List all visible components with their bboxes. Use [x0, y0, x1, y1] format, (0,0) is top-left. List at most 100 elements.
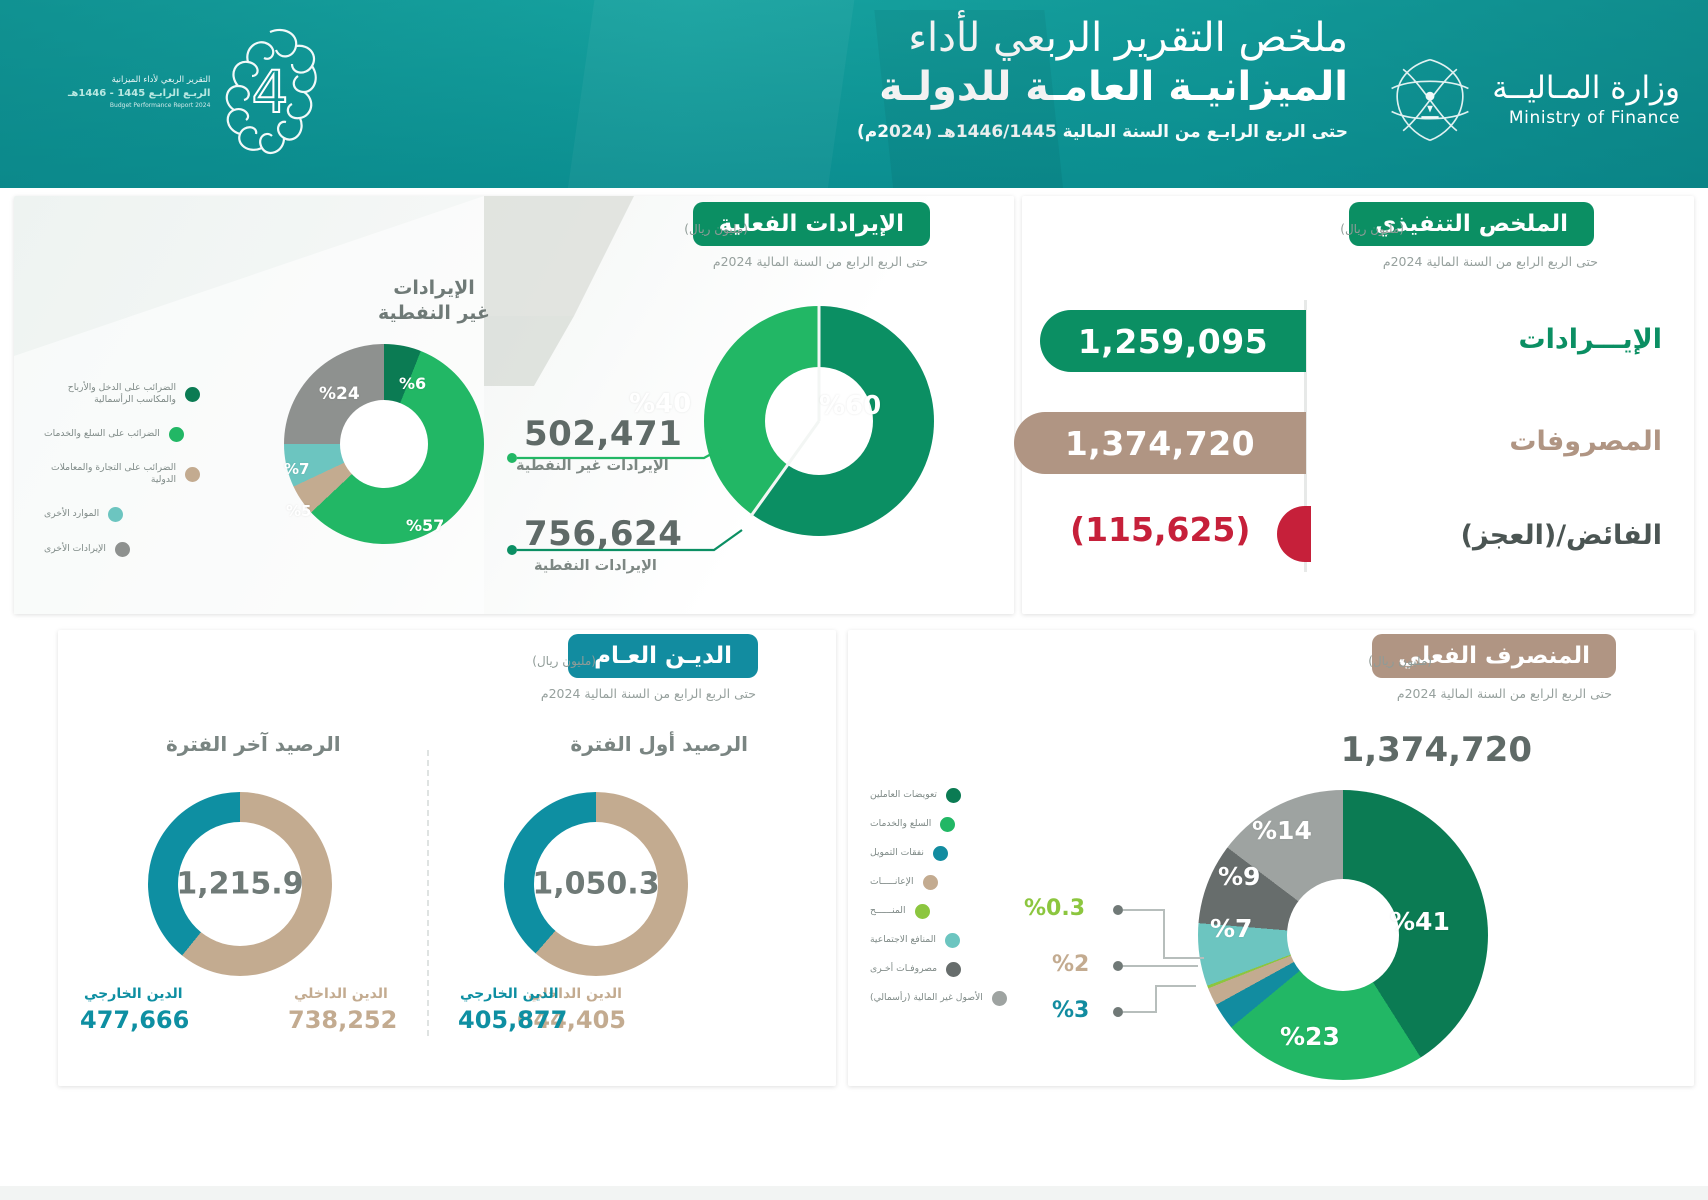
expenditure-slice-label-1: %23	[1280, 1022, 1340, 1051]
public-debt-panel: الديـن العـام (مليون ريال) حتى الربع الر…	[58, 630, 836, 1086]
expenditure-slice-label-2: %3	[1052, 998, 1090, 1023]
oil-callout-leader	[507, 529, 743, 555]
expenditure-leader-lines	[1113, 905, 1204, 1017]
debt-closing-external-value: 477,666	[80, 1006, 190, 1034]
q4-caption-line2: الربـع الرابـع 1445 - 1446هـ	[68, 88, 211, 100]
legend-item: المنــــــح	[870, 904, 1030, 919]
legend-label: الضرائب على التجارة والمعاملات الدولية	[51, 461, 176, 486]
page-subtitle: حتى الربع الرابـع من السنة المالية 1446/…	[856, 121, 1348, 142]
debt-opening-internal-value: 644,405	[516, 1006, 626, 1034]
legend-item: المنافع الاجتماعية	[870, 933, 1030, 948]
actual-expenditure-donut	[1198, 790, 1488, 1080]
donut-hole	[1287, 879, 1399, 991]
nonoil-slice-label-3: %7	[284, 460, 310, 478]
legend-label: نفقات التمويل	[870, 847, 924, 859]
actual-expenditure-total: 1,374,720	[1340, 730, 1532, 770]
actual-revenues-unit: (مليون ريال)	[684, 222, 748, 236]
nonoil-title-line2: غير النفطية	[377, 301, 491, 324]
legend-color-dot-icon	[914, 904, 930, 919]
legend-item: تعويضات العاملين	[870, 788, 1030, 803]
debt-closing-internal-value: 738,252	[288, 1006, 398, 1034]
nonoil-callout-leader	[507, 447, 723, 463]
public-debt-unit: (مليون ريال)	[532, 654, 596, 668]
actual-revenues-donut	[704, 306, 934, 536]
ministry-of-finance-logo: وزارة المـاليــة Ministry of Finance	[1382, 52, 1680, 148]
legend-color-dot-icon	[946, 962, 962, 977]
actual-expenditure-period: حتى الربع الرابع من السنة المالية 2024م	[1396, 686, 1612, 701]
legend-color-dot-icon	[185, 466, 200, 482]
legend-color-dot-icon	[944, 933, 960, 948]
legend-item: السلع والخدمات	[870, 817, 1030, 832]
nonoil-slice-label-2: %5	[286, 502, 312, 520]
legend-item: مصروفـات أخـرى	[870, 962, 1030, 977]
legend-label: المنــــــح	[870, 905, 906, 917]
footer-strip	[0, 1186, 1708, 1200]
exec-label-revenues: الإيـــرادات	[1518, 324, 1662, 355]
exec-label-expenditures: المصروفات	[1509, 426, 1662, 457]
legend-label: المنافع الاجتماعية	[870, 934, 936, 946]
public-debt-opening-donut: 1,050.3	[504, 792, 688, 976]
legend-label: الضرائب على السلع والخدمات	[44, 428, 160, 440]
nonoil-slice-label-0: %6	[399, 374, 427, 393]
q4-caption-line1: التقرير الربعي لأداء الميزانية	[111, 74, 211, 85]
executive-summary-panel: الملخص التنفيذي (مليون ريال) حتى الربع ا…	[1014, 196, 1694, 614]
legend-item: الإعانـــــات	[870, 875, 1030, 890]
nonoil-revenues-donut	[284, 344, 484, 544]
legend-label: السلع والخدمات	[870, 818, 932, 830]
expenditure-slice-label-5: %7	[1210, 914, 1253, 943]
deficit-marker	[1277, 506, 1311, 562]
debt-opening-title: الرصيد أول الفترة	[570, 732, 748, 756]
legend-item: الضرائب على الدخل والأرباح والمكاسب الرأ…	[44, 382, 229, 407]
q4-caption-line3: Budget Performance Report 2024	[109, 102, 211, 110]
nonoil-revenues-legend: الضرائب على الدخل والأرباح والمكاسب الرأ…	[44, 382, 229, 557]
page-title-line1: ملخص التقرير الربعي لأداء	[908, 15, 1348, 61]
debt-opening-external-caption: الدين الخارجي	[460, 986, 559, 1002]
expenditure-slice-label-7: %14	[1252, 816, 1312, 845]
nonoil-slice-label-1: %57	[406, 516, 445, 535]
page-title-line2: الميزانيـة العامـة للدولـة	[879, 63, 1348, 110]
expenditure-slice-label-0: %41	[1390, 907, 1450, 936]
public-debt-title: الديـن العـام	[568, 634, 758, 678]
executive-summary-unit: (مليون ريال)	[1340, 222, 1404, 236]
expenditure-slice-label-3: %2	[1052, 952, 1090, 977]
debt-closing-title: الرصيد آخر الفترة	[166, 732, 341, 756]
revenue-slice-label-oil: %60	[819, 391, 882, 421]
legend-item: الموارد الأخرى	[44, 506, 229, 522]
q4-report-logo: 4 التقرير الربعي لأداء الميزانية الربـع …	[68, 24, 322, 160]
nonoil-chart-title: الإيرادات غير النفطية	[344, 276, 524, 325]
legend-item: الضرائب على السلع والخدمات	[44, 426, 229, 442]
ministry-name-ar: وزارة المـاليــة	[1492, 69, 1680, 106]
exec-label-deficit: الفائض/(العجز)	[1460, 520, 1662, 551]
debt-opening-total: 1,050.3	[532, 866, 660, 902]
q4-number: 4	[252, 58, 289, 126]
donut-hole	[534, 822, 658, 946]
legend-color-dot-icon	[945, 788, 961, 803]
expenditure-slice-label-6: %9	[1218, 862, 1261, 891]
actual-expenditure-title: المنصرف الفعلي	[1372, 634, 1616, 678]
legend-color-dot-icon	[185, 386, 200, 402]
ministry-name-en: Ministry of Finance	[1508, 108, 1680, 129]
legend-item: نفقات التمويل	[870, 846, 1030, 861]
legend-label: تعويضات العاملين	[870, 789, 937, 801]
oil-revenue-amount: 756,624	[524, 514, 683, 554]
executive-summary-period: حتى الربع الرابع من السنة المالية 2024م	[1382, 254, 1598, 269]
actual-revenues-panel: الإيرادات الفعلية (مليون ريال) حتى الربع…	[14, 196, 1014, 614]
donut-hole	[340, 400, 428, 488]
actual-expenditure-unit: (مليون ريال)	[1368, 654, 1432, 668]
expenditure-slice-label-4: %0.3	[1024, 896, 1086, 921]
legend-item: الضرائب على التجارة والمعاملات الدولية	[44, 462, 229, 487]
debt-opening-internal-caption: الدين الداخلي	[528, 986, 622, 1002]
legend-label: الإعانـــــات	[870, 876, 914, 888]
debt-panel-separator	[427, 750, 429, 1036]
actual-expenditure-legend: تعويضات العاملين السلع والخدمات نفقات ال…	[870, 788, 1030, 1006]
donut-hole	[178, 822, 302, 946]
legend-label: الإيرادات الأخرى	[44, 542, 106, 554]
exec-value-expenditures: 1,374,720	[1014, 412, 1306, 474]
legend-label: الأصول غير المالية (رأسمالي)	[870, 992, 983, 1004]
legend-color-dot-icon	[932, 846, 948, 861]
legend-color-dot-icon	[108, 506, 124, 522]
debt-opening-external-value: 405,877	[458, 1006, 568, 1034]
debt-closing-total: 1,215.9	[176, 866, 304, 902]
nonoil-revenue-caption: الإيرادات غير النفطية	[516, 458, 669, 474]
public-debt-period: حتى الربع الرابع من السنة المالية 2024م	[540, 686, 756, 701]
